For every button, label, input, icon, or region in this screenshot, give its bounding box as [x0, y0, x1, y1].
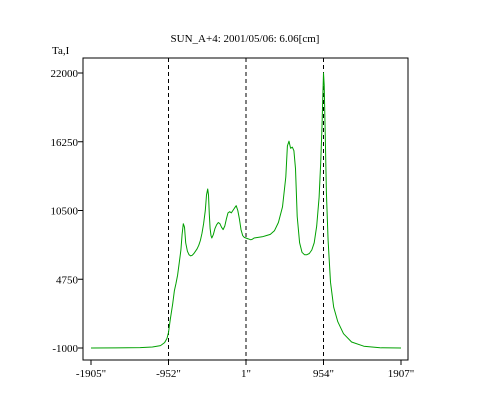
y-axis-label: Ta,I — [52, 45, 70, 57]
x-tick-label-3: 954" — [313, 368, 334, 380]
series-layer — [90, 72, 402, 349]
x-tick-label-1: -952" — [156, 368, 181, 380]
vertical-markers — [168, 58, 324, 360]
x-tick-label-2: 1" — [241, 368, 251, 380]
y-tick-label-3: 16250 — [51, 137, 79, 149]
y-tick-label-2: 10500 — [51, 206, 79, 218]
y-tick-label-1: 4750 — [56, 274, 79, 286]
y-tick-label-0: -1000 — [52, 343, 78, 355]
axis-ticks: -1905" -952" 1" 954" 1907" -1000 4750 10500 1625… — [51, 68, 415, 380]
x-tick-label-0: -1905" — [76, 368, 106, 380]
chart-title: SUN_A+4: 2001/05/06: 6.06[cm] — [171, 33, 320, 45]
series-line-0 — [90, 72, 402, 349]
y-tick-label-4: 22000 — [51, 68, 79, 80]
x-tick-label-4: 1907" — [388, 368, 415, 380]
